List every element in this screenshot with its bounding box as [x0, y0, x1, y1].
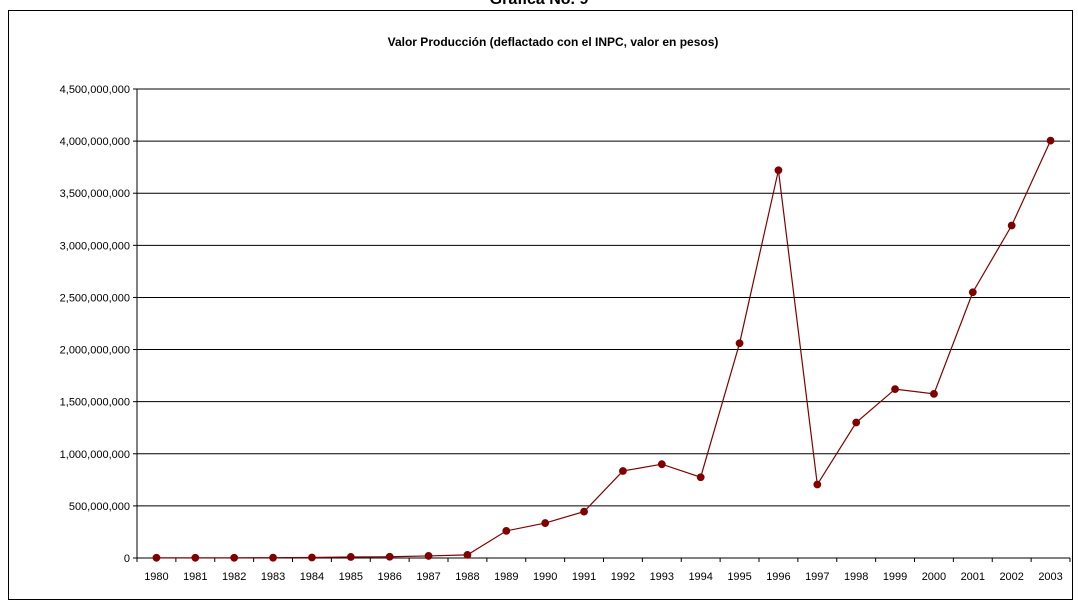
y-tick-label: 4,000,000,000 — [60, 136, 130, 148]
y-tick-label: 1,500,000,000 — [60, 397, 130, 409]
x-tick-label: 1981 — [183, 571, 207, 583]
x-tick-label: 1998 — [844, 571, 868, 583]
data-point — [191, 553, 200, 562]
x-tick-label: 1988 — [455, 571, 479, 583]
x-tick-label: 1990 — [533, 571, 557, 583]
x-tick-label: 1983 — [261, 571, 285, 583]
x-tick-label: 2003 — [1038, 571, 1062, 583]
grid-lines — [136, 88, 1070, 559]
x-tick-label: 1997 — [805, 571, 829, 583]
y-tick-label: 3,500,000,000 — [60, 188, 130, 200]
x-tick-label: 1985 — [339, 571, 363, 583]
x-tick-label: 2002 — [999, 571, 1023, 583]
data-point — [968, 288, 977, 297]
data-point — [541, 519, 550, 527]
data-point — [813, 480, 822, 489]
data-point — [346, 553, 355, 561]
data-point — [657, 460, 666, 469]
x-tick-label: 1993 — [650, 571, 674, 583]
data-point — [891, 385, 899, 394]
x-tick-label: 1991 — [572, 571, 596, 583]
y-tick-label: 3,000,000,000 — [60, 240, 130, 252]
x-tick-label: 2001 — [961, 571, 985, 583]
data-point — [230, 553, 239, 562]
x-tick-label: 1984 — [300, 571, 324, 583]
data-point — [930, 389, 938, 398]
y-tick-label: 0 — [124, 553, 130, 565]
data-point — [269, 553, 277, 562]
series-line — [156, 140, 1052, 559]
data-point — [696, 473, 705, 482]
data-point — [852, 418, 861, 427]
data-point — [619, 467, 627, 475]
x-tick-label: 1994 — [688, 571, 712, 583]
data-point — [774, 166, 783, 175]
x-tick-label: 1989 — [494, 571, 518, 583]
x-tick-label: 2000 — [922, 571, 946, 583]
data-point — [152, 553, 161, 562]
x-tick-label: 1980 — [144, 571, 168, 583]
y-tick-label: 1,000,000,000 — [60, 449, 130, 461]
y-tick-label: 2,500,000,000 — [60, 292, 130, 304]
page-title: Grafica No. 9 — [0, 0, 1078, 9]
x-tick-label: 1987 — [416, 571, 440, 583]
data-point — [385, 552, 394, 561]
series — [152, 136, 1055, 562]
y-axis-ticks: 0 500,000,000 1,000,000,000 1,500,000,000 2,… — [60, 84, 137, 565]
data-point — [463, 550, 472, 559]
x-tick-label: 1986 — [377, 571, 401, 583]
data-point — [1007, 221, 1016, 230]
data-point — [735, 339, 744, 348]
data-point — [308, 553, 316, 562]
x-axis-ticks: 1980 1981 1982 1983 1984 1985 1986 1987 1988 1989… — [136, 558, 1071, 583]
x-tick-label: 1996 — [766, 571, 790, 583]
x-tick-label: 1999 — [883, 571, 907, 583]
x-tick-label: 1995 — [727, 571, 751, 583]
chart-title: Valor Producción (deflactado con el INPC… — [388, 35, 719, 49]
x-tick-label: 1992 — [611, 571, 635, 583]
y-tick-label: 4,500,000,000 — [60, 84, 130, 96]
x-tick-label: 1982 — [222, 571, 246, 583]
data-point — [580, 507, 588, 516]
y-tick-label: 500,000,000 — [69, 501, 130, 513]
data-point — [1046, 136, 1055, 145]
data-point — [424, 552, 433, 560]
y-tick-label: 2,000,000,000 — [60, 345, 130, 357]
data-point — [502, 527, 511, 535]
